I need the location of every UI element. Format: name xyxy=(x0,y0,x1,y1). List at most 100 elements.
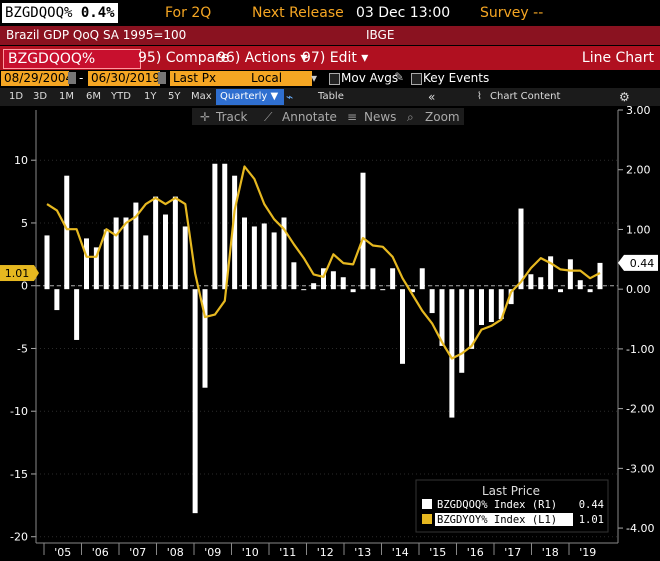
actions-menu[interactable]: 96) Actions ▾ xyxy=(217,50,308,66)
calendar-icon[interactable] xyxy=(158,72,166,84)
qoq-bar xyxy=(459,289,465,373)
x-axis-tick-label: '12 xyxy=(317,546,334,559)
qoq-bar xyxy=(242,217,247,290)
table-button[interactable]: Table xyxy=(318,91,344,102)
qoq-bar xyxy=(153,196,159,290)
chart-area[interactable]: ✛ Track ⟋ Annotate ≡ News ⌕ Zoom 10 5 0 -5 -… xyxy=(0,106,660,561)
security-description: Brazil GDP QoQ SA 1995=100 xyxy=(6,28,187,42)
timeframe-5y[interactable]: 5Y xyxy=(168,91,181,102)
x-axis-tick-label: '07 xyxy=(129,546,146,559)
qoq-bar xyxy=(360,172,366,290)
timeframe-1y[interactable]: 1Y xyxy=(144,91,157,102)
qoq-bar xyxy=(577,280,583,290)
timeframe-1m[interactable]: 1M xyxy=(59,91,74,102)
qoq-bar xyxy=(103,229,109,290)
qoq-bar xyxy=(93,247,99,290)
yoy-line xyxy=(46,165,601,360)
qoq-bar xyxy=(182,226,188,290)
right-axis-tick-label: 2.00 xyxy=(626,164,651,177)
calendar-icon[interactable] xyxy=(68,72,76,84)
x-axis-tick-label: '13 xyxy=(354,546,371,559)
edit-menu[interactable]: 97) Edit ▾ xyxy=(302,50,369,66)
key-events-label: Key Events xyxy=(423,71,490,85)
compare-button[interactable]: 95) Compare xyxy=(138,50,230,66)
left-last-value-marker xyxy=(0,265,34,282)
qoq-bar xyxy=(321,268,326,290)
annotate-icon[interactable]: ⟋ xyxy=(264,110,273,124)
chart-content-button[interactable]: Chart Content xyxy=(490,91,561,102)
end-date-field[interactable]: 06/30/2019 xyxy=(88,71,160,86)
track-button[interactable]: Track xyxy=(215,110,247,124)
timeframe-1d[interactable]: 1D xyxy=(9,91,24,102)
legend-label-yoy: BZGDYOY% Index (L1) xyxy=(437,514,557,526)
qoq-bar xyxy=(350,289,356,293)
left-axis-tick-label: 10 xyxy=(14,154,28,167)
date-separator: - xyxy=(79,71,84,85)
period-label: For 2Q xyxy=(165,5,212,21)
mov-avgs-checkbox[interactable] xyxy=(329,73,340,85)
key-events-checkbox[interactable] xyxy=(411,73,422,85)
zoom-icon[interactable]: ⌕ xyxy=(407,110,414,124)
currency-select[interactable]: Local CCY xyxy=(248,71,312,100)
qoq-bar xyxy=(567,259,573,290)
left-marker-label: 1.01 xyxy=(5,267,30,280)
controls-bar: 08/29/2004 - 06/30/2019 Last Px Local CC… xyxy=(0,70,660,100)
pencil-icon[interactable]: ✎ xyxy=(394,70,405,84)
chart-type-menu[interactable]: Line Chart xyxy=(581,50,654,66)
ticker-value: 0.4% xyxy=(80,5,115,21)
gear-icon[interactable]: ⚙ xyxy=(619,90,630,104)
qoq-bar xyxy=(202,289,208,388)
qoq-bar xyxy=(281,217,287,290)
timeframe-bar: 1D 3D 1M 6M YTD 1Y 5Y Max Quarterly ▼ ⌁ … xyxy=(0,88,660,106)
qoq-bar xyxy=(587,289,593,293)
left-axis-tick-label: 0 xyxy=(21,280,28,293)
description-bar: Brazil GDP QoQ SA 1995=100 IBGE xyxy=(0,26,660,45)
qoq-bar xyxy=(84,238,89,290)
qoq-bar-series xyxy=(44,163,603,514)
line-chart-icon[interactable]: ⌁ xyxy=(286,90,294,104)
right-axis-tick-label: 3.00 xyxy=(626,106,651,117)
qoq-bar xyxy=(548,256,554,290)
qoq-bar xyxy=(449,289,455,418)
qoq-bar xyxy=(488,289,494,323)
currency-dropdown-icon[interactable]: ▾ xyxy=(311,71,318,85)
timeframe-6m[interactable]: 6M xyxy=(86,91,101,102)
x-axis-tick-label: '15 xyxy=(429,546,446,559)
news-icon[interactable]: ≡ xyxy=(347,110,357,124)
ticker-box[interactable]: BZGDQOQ% 0.4% xyxy=(2,3,118,23)
annotate-button[interactable]: Annotate xyxy=(282,110,337,124)
qoq-bar xyxy=(311,283,317,290)
start-date-field[interactable]: 08/29/2004 xyxy=(1,71,73,86)
x-axis-tick-label: '05 xyxy=(54,546,71,559)
frequency-select[interactable]: Quarterly ▼ xyxy=(216,89,284,105)
timeframe-ytd[interactable]: YTD xyxy=(111,91,131,102)
timeframe-max[interactable]: Max xyxy=(191,91,212,102)
legend-value-yoy: 1.01 xyxy=(579,514,604,526)
qoq-bar xyxy=(54,289,60,311)
qoq-bar xyxy=(44,235,50,290)
crosshair-icon[interactable]: ✛ xyxy=(200,110,210,124)
qoq-bar xyxy=(74,289,80,340)
qoq-bar xyxy=(251,226,257,290)
right-axis-tick-label: -1.00 xyxy=(626,343,654,356)
next-release-date: 03 Dec 13:00 xyxy=(356,5,451,21)
news-button[interactable]: News xyxy=(364,110,396,124)
qoq-bar xyxy=(429,289,435,314)
qoq-bar xyxy=(380,289,386,291)
qoq-bar xyxy=(192,289,198,514)
qoq-bar xyxy=(538,277,544,290)
qoq-bar xyxy=(123,217,129,290)
next-release-label: Next Release xyxy=(252,5,344,21)
legend-highlight xyxy=(435,513,573,526)
left-axis-tick-label: -20 xyxy=(10,531,28,544)
legend-value-qoq: 0.44 xyxy=(579,499,604,511)
zoom-button[interactable]: Zoom xyxy=(425,110,460,124)
right-axis-tick-label: -3.00 xyxy=(626,462,654,475)
price-field-select[interactable]: Last Px xyxy=(170,71,248,86)
yoy-line-series xyxy=(46,165,601,360)
timeframe-3d[interactable]: 3D xyxy=(33,91,48,102)
security-field[interactable]: BZGDQOQ% Index xyxy=(3,49,141,85)
x-axis-tick-label: '06 xyxy=(92,546,109,559)
right-axis-tick-label: -4.00 xyxy=(626,522,654,535)
collapse-icon[interactable]: « xyxy=(428,90,436,104)
